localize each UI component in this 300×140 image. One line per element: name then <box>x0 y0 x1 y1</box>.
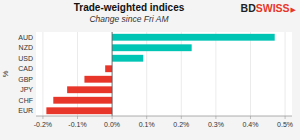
tick-mark <box>285 116 286 119</box>
tick-mark <box>42 116 43 119</box>
annotation: BD <box>241 2 257 14</box>
bar <box>105 65 112 72</box>
tick-label: 0.0% <box>104 121 120 128</box>
grid-line <box>42 32 43 116</box>
tick-mark <box>215 116 216 119</box>
category-label: CHF <box>19 97 33 104</box>
category-label: AUD <box>18 34 33 41</box>
grid-line <box>250 32 251 116</box>
title: Trade-weighted indices <box>74 2 185 13</box>
bar <box>53 97 112 104</box>
annotation: ▶ <box>291 6 297 13</box>
background <box>0 0 300 140</box>
tick-label: -0.1% <box>68 121 86 128</box>
tick-label: 0.2% <box>173 121 189 128</box>
bar <box>84 76 112 83</box>
annotation: SWISS <box>256 2 290 14</box>
tick-label: 0.4% <box>243 121 259 128</box>
bar <box>46 107 112 114</box>
x-axis <box>36 116 292 117</box>
tick-mark <box>146 116 147 119</box>
tick-mark <box>181 116 182 119</box>
category-label: USD <box>18 55 33 62</box>
tick-mark <box>77 116 78 119</box>
grid-line <box>112 32 113 116</box>
grid-line <box>285 32 286 116</box>
chart: Trade-weighted indicesChange since Fri A… <box>0 0 300 140</box>
tick-label: -0.2% <box>34 121 52 128</box>
tick-mark <box>250 116 251 119</box>
tick-mark <box>112 116 113 119</box>
bar <box>112 34 275 41</box>
category-label: NZD <box>19 44 33 51</box>
subtitle: Change since Fri AM <box>89 14 169 24</box>
tick-label: 0.5% <box>277 121 293 128</box>
tick-label: 0.1% <box>139 121 155 128</box>
grid-line <box>215 32 216 116</box>
zero-line <box>112 32 113 116</box>
category-label: GBP <box>18 76 33 83</box>
y-axis-label: % <box>1 70 10 77</box>
tick-label: 0.3% <box>208 121 224 128</box>
bars <box>46 34 274 114</box>
bar <box>112 55 143 62</box>
category-label: EUR <box>18 107 33 114</box>
bar <box>112 44 192 51</box>
category-label: CAD <box>18 65 33 72</box>
plot-area <box>36 32 292 116</box>
category-label: JPY <box>20 86 33 93</box>
bar <box>67 86 112 93</box>
logo: BDSWISS▶ <box>241 2 297 14</box>
